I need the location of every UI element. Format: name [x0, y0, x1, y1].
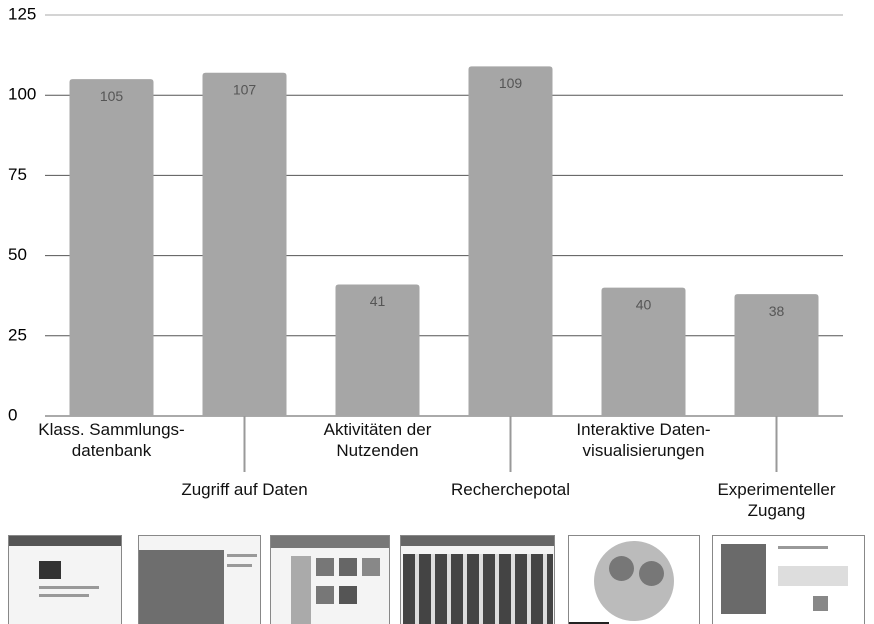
y-tick-label: 100	[8, 85, 36, 104]
bar	[335, 284, 420, 416]
thumbnail	[400, 535, 555, 624]
x-tick-label: Aktivitäten der Nutzenden	[323, 420, 432, 460]
bar	[69, 79, 154, 416]
value-label: 107	[233, 81, 257, 97]
x-tick-label: Recherchepotal	[450, 480, 571, 499]
value-label: 38	[769, 303, 785, 319]
chart: 0 25 50 75 100 125 105 107 41 109 40 38	[8, 4, 843, 472]
y-tick-label: 125	[8, 4, 36, 23]
thumbnail	[712, 535, 865, 624]
thumbnail	[138, 535, 261, 624]
bar	[202, 72, 287, 416]
y-tick-label: 50	[8, 245, 27, 264]
thumbnail	[568, 535, 700, 624]
y-tick-label: 0	[8, 405, 17, 424]
value-label: 109	[499, 75, 523, 91]
value-label: 40	[636, 296, 652, 312]
value-label: 41	[370, 293, 386, 309]
thumbnail	[270, 535, 390, 624]
thumbnail	[8, 535, 122, 624]
bar	[468, 66, 553, 416]
x-tick-label: Zugriff auf Daten	[181, 480, 308, 499]
value-label: 105	[100, 88, 124, 104]
y-tick-label: 75	[8, 165, 27, 184]
bar	[601, 287, 686, 416]
x-tick-label: Experimenteller Zugang	[717, 480, 836, 520]
bar	[734, 294, 819, 416]
x-tick-label: Interaktive Daten- visualisierungen	[576, 420, 711, 460]
x-tick-label: Klass. Sammlungs- datenbank	[38, 420, 185, 460]
y-tick-label: 25	[8, 325, 27, 344]
